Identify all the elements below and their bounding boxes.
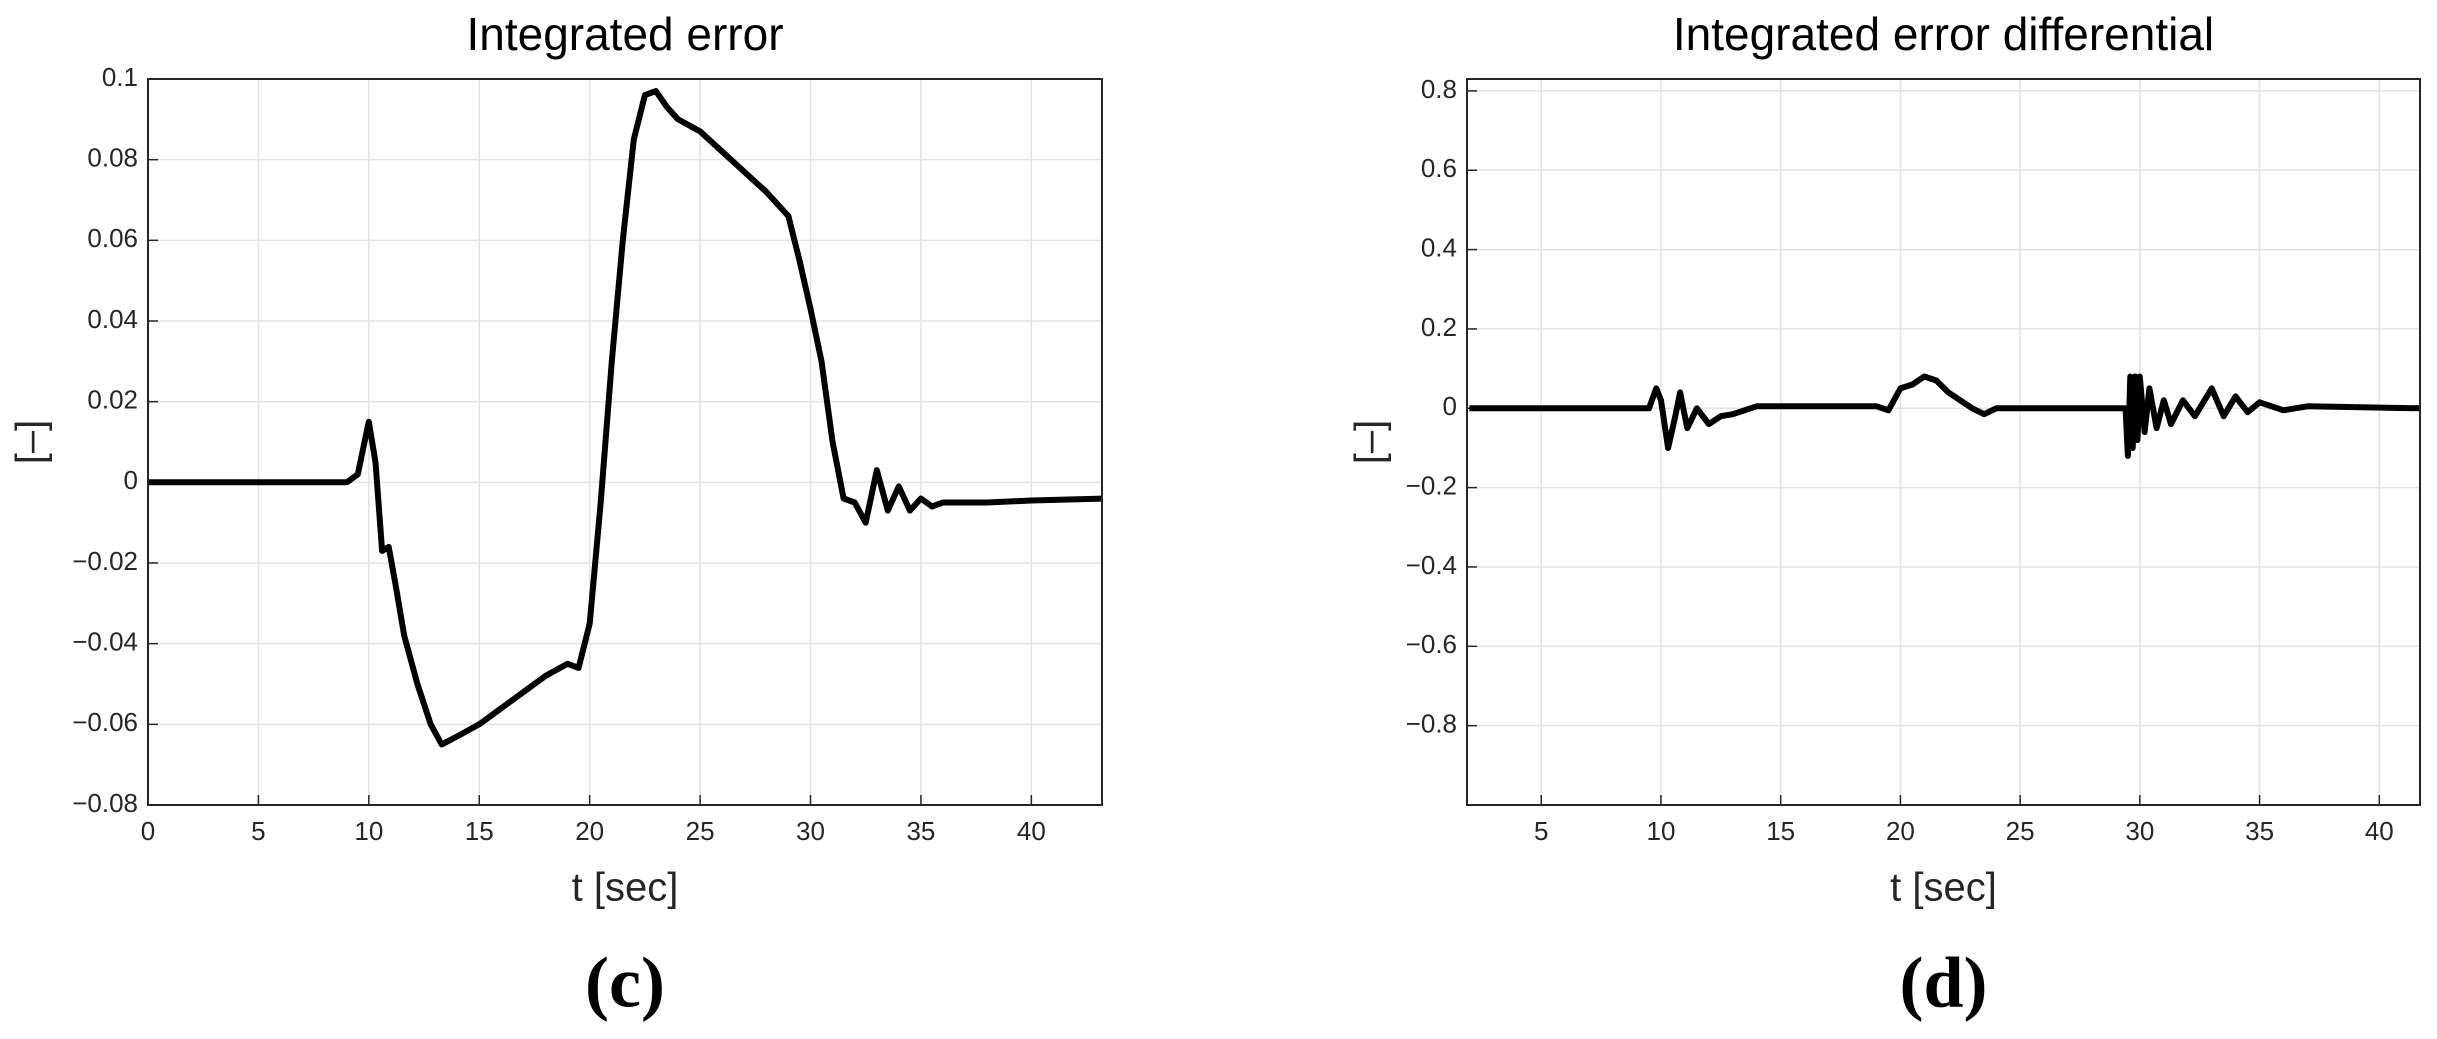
y-tick-label: 0.4 xyxy=(1421,232,1457,262)
y-tick-label: 0.04 xyxy=(87,304,138,334)
x-axis-label: t [sec] xyxy=(1890,866,1997,910)
data-line xyxy=(148,88,1102,748)
chart-title: Integrated error xyxy=(466,8,783,60)
y-tick-label: −0.2 xyxy=(1406,470,1457,500)
x-tick-label: 20 xyxy=(1886,816,1915,846)
chart-title: Integrated error differential xyxy=(1673,8,2214,60)
y-tick-label: −0.4 xyxy=(1406,550,1457,580)
y-tick-label: 0.06 xyxy=(87,223,138,253)
x-tick-label: 35 xyxy=(2245,816,2274,846)
y-tick-label: −0.04 xyxy=(72,627,138,657)
plot-area xyxy=(1467,79,2420,805)
y-tick-label: −0.08 xyxy=(72,788,138,818)
x-tick-label: 5 xyxy=(251,816,265,846)
x-tick-label: 25 xyxy=(686,816,715,846)
plot-frame xyxy=(147,78,1103,806)
x-tick-label: 30 xyxy=(796,816,825,846)
x-tick-label: 35 xyxy=(906,816,935,846)
x-tick-label: 10 xyxy=(1646,816,1675,846)
x-tick-label: 25 xyxy=(2006,816,2035,846)
y-tick-label: 0.6 xyxy=(1421,153,1457,183)
x-tick-label: 0 xyxy=(141,816,155,846)
y-tick-label: 0.02 xyxy=(87,385,138,415)
x-tick-label: 15 xyxy=(1766,816,1795,846)
y-tick-label: 0.08 xyxy=(87,143,138,173)
y-tick-label: −0.02 xyxy=(72,546,138,576)
data-line xyxy=(1469,373,2420,459)
plot-area xyxy=(148,79,1102,805)
y-axis-label: [–] xyxy=(1348,420,1392,464)
x-tick-label: 15 xyxy=(465,816,494,846)
y-tick-label: −0.6 xyxy=(1406,629,1457,659)
y-tick-label: 0 xyxy=(1443,391,1457,421)
y-tick-label: −0.06 xyxy=(72,707,138,737)
caption: (d) xyxy=(1900,943,1988,1023)
plot-frame xyxy=(1466,78,2421,806)
caption: (c) xyxy=(585,943,665,1023)
y-tick-label: −0.8 xyxy=(1406,709,1457,739)
x-tick-label: 40 xyxy=(1017,816,1046,846)
y-tick-label: 0.8 xyxy=(1421,74,1457,104)
y-tick-label: 0 xyxy=(124,465,138,495)
x-tick-label: 5 xyxy=(1534,816,1548,846)
y-tick-label: 0.1 xyxy=(102,62,138,92)
x-tick-label: 40 xyxy=(2365,816,2394,846)
x-tick-label: 30 xyxy=(2125,816,2154,846)
y-axis-label: [–] xyxy=(9,420,53,464)
x-tick-label: 20 xyxy=(575,816,604,846)
y-tick-label: 0.2 xyxy=(1421,312,1457,342)
x-tick-label: 10 xyxy=(354,816,383,846)
x-axis-label: t [sec] xyxy=(572,866,679,910)
